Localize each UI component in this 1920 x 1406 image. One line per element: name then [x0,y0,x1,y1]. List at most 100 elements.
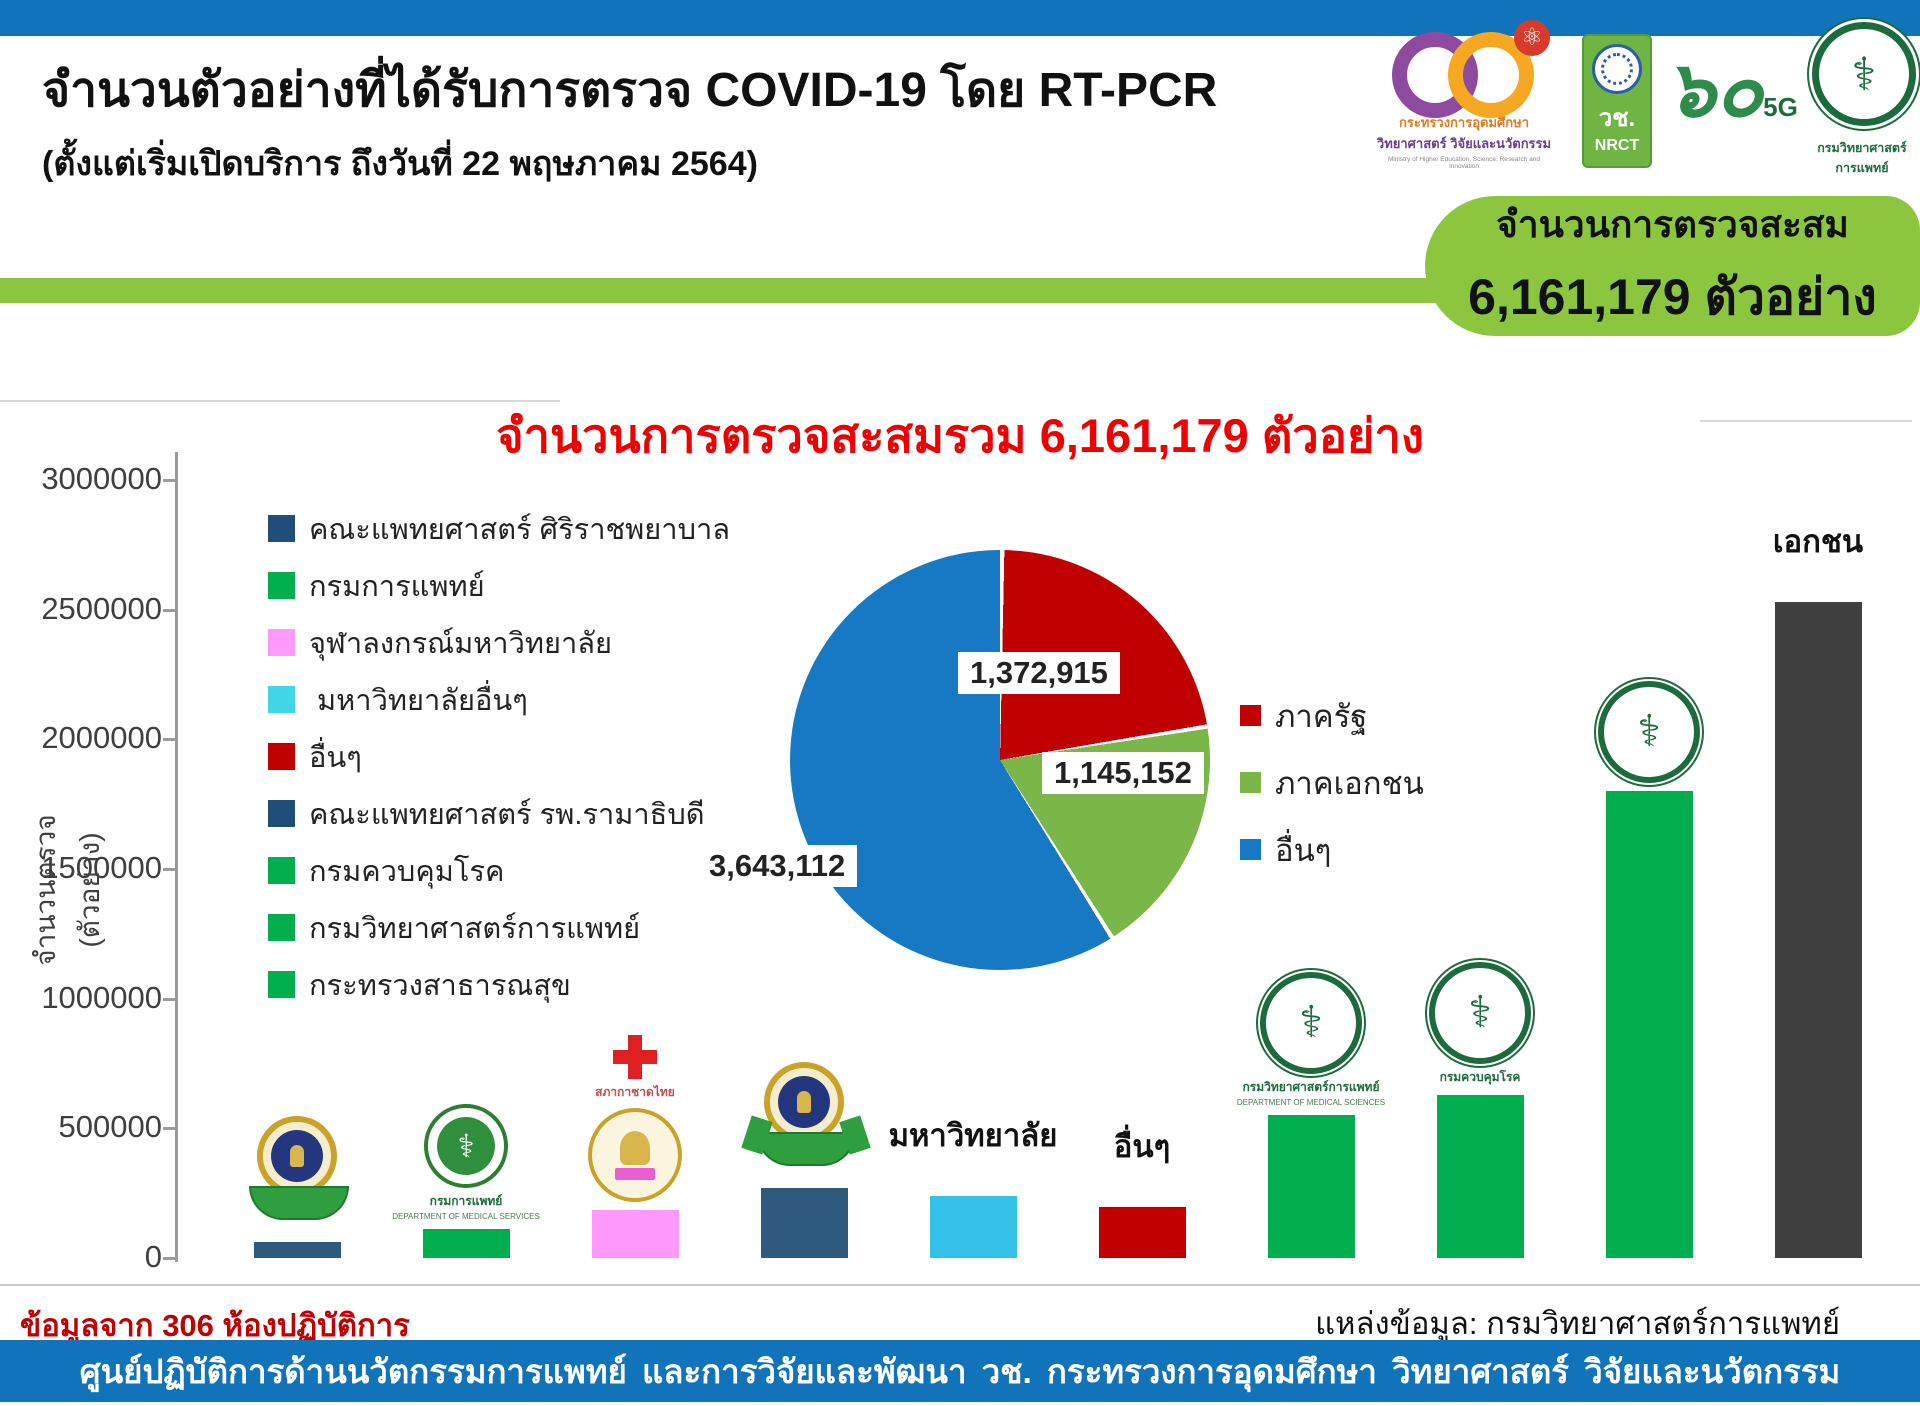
legend-item: อื่นๆ [268,728,730,785]
legend-label: กรมควบคุมโรค [309,855,505,888]
y-tick [163,1257,177,1260]
legend-item: กรมการแพทย์ [268,557,730,614]
bar-annotation: เอกชน [1708,516,1920,594]
legend-item: กรมควบคุมโรค [268,842,730,899]
y-tick [163,608,177,612]
legend-swatch-icon [268,515,295,542]
y-tick [163,738,177,742]
legend-item: คณะแพทยศาสตร์ ศิริราชพยาบาล [268,500,730,557]
y-axis-line [175,452,178,1262]
chart-border-left [0,400,560,402]
pie-legend-item: ภาคเอกชน [1240,749,1424,816]
dms-60th-5g-logo: ๖๐5G [1666,50,1806,128]
y-tick [163,479,177,482]
mahidol-seal-icon [249,1116,349,1234]
bar-6 [1099,1207,1186,1258]
bar-annotation: มหาวิทยาลัย [863,1110,1083,1188]
top-blue-bar [0,0,1920,36]
legend-item: คณะแพทยศาสตร์ รพ.รามาธิบดี [268,785,730,842]
y-tick-label: 1000000 [41,979,162,1015]
legend-label: กระทรวงสาธารณสุข [309,969,571,1002]
pie-label-government: 1,372,915 [958,652,1120,694]
mhesi-text-2: วิทยาศาสตร์ วิจัยและนวัตกรรม [1376,136,1552,151]
footer-bar: ศูนย์ปฏิบัติการด้านนวัตกรรมการแพทย์ และก… [0,1340,1920,1402]
bar-category-label: เอกชน [1772,524,1864,559]
mhesi-text-en: Ministry of Higher Education, Science, R… [1387,156,1541,170]
dms-logo-icon: ⚕ [424,1104,508,1188]
bar-10 [1775,602,1862,1258]
legend-swatch-icon [268,857,295,884]
footer-divider [0,1284,1920,1286]
page-title: จำนวนตัวอย่างที่ได้รับการตรวจ COVID-19 โ… [42,64,1218,117]
labs-count-note: ข้อมูลจาก 306 ห้องปฏิบัติการ [20,1308,410,1343]
nrct-en: NRCT [1594,137,1640,154]
bar-annotation [694,1062,914,1180]
moph-seal-icon: ⚕ [1429,962,1531,1064]
logo-caption-en: DEPARTMENT OF MEDICAL SCIENCES [1236,1098,1386,1107]
bar-2 [423,1229,510,1258]
5g-label: 5G [1763,92,1798,122]
red-cross-icon [613,1035,657,1079]
moph-seal-icon: ⚕ [1260,972,1362,1074]
pie-legend-swatch-icon [1240,705,1261,726]
pie-legend-item: อื่นๆ [1240,816,1424,883]
pie-legend-swatch-icon [1240,772,1261,793]
legend-item: กระทรวงสาธารณสุข [268,956,730,1013]
pie-label-private: 1,145,152 [1042,752,1204,794]
moph-caption: กรมวิทยาศาสตร์การแพทย์ [1817,141,1907,175]
cumulative-total-badge: จำนวนการตรวจสะสม 6,161,179 ตัวอย่าง [1425,196,1920,336]
nrct-thai: วช. [1598,105,1636,132]
legend-swatch-icon [268,743,295,770]
legend-label: กรมการแพทย์ [309,570,485,603]
legend-label: อื่นๆ [309,741,362,774]
legend-swatch-icon [268,629,295,656]
legend-label: กรมวิทยาศาสตร์การแพทย์ [309,912,641,945]
logo-caption: กรมวิทยาศาสตร์การแพทย์ [1242,1080,1380,1094]
logo-caption: กรมการแพทย์ [429,1194,503,1208]
red-cross-caption: สภากาชาดไทย [595,1085,675,1099]
bar-annotation: ⚕ กรมการแพทย์ DEPARTMENT OF MEDICAL SERVIC… [356,1104,576,1221]
badge-value: 6,161,179 ตัวอย่าง [1468,269,1877,325]
pie-legend-swatch-icon [1240,839,1261,860]
mhesi-infinity-icon: ⚛ [1374,20,1554,118]
legend-swatch-icon [268,686,295,713]
moph-seal-icon: ⚕ [1812,22,1916,126]
bar-9 [1606,791,1693,1258]
pie-legend: ภาครัฐภาคเอกชนอื่นๆ [1240,682,1424,883]
legend-swatch-icon [268,971,295,998]
green-divider-band [0,278,1500,303]
legend-swatch-icon [268,914,295,941]
moph-seal-icon: ⚕ [1598,681,1700,783]
pie-legend-label: อื่นๆ [1275,832,1332,868]
bar-5 [930,1196,1017,1258]
bar-annotation: ⚕ กรมควบคุมโรค [1370,962,1590,1087]
bar-category-label: มหาวิทยาลัย [888,1118,1058,1153]
pie-legend-item: ภาครัฐ [1240,682,1424,749]
legend-label: คณะแพทยศาสตร์ รพ.รามาธิบดี [309,798,705,831]
y-tick-label: 3000000 [41,461,162,496]
legend-swatch-icon [268,800,295,827]
bar-1 [254,1242,341,1258]
legend-swatch-icon [268,572,295,599]
legend-label: คณะแพทยศาสตร์ ศิริราชพยาบาล [309,513,731,546]
atom-icon: ⚛ [1514,20,1550,56]
chula-seal-icon [588,1108,682,1202]
y-tick [163,1127,177,1131]
thai-numeral-60: ๖๐ [1666,45,1764,133]
mhesi-text-1: กระทรวงการอุดมศึกษา [1399,115,1529,130]
pie-legend-label: ภาคเอกชน [1275,765,1424,801]
mhesi-logo: ⚛ กระทรวงการอุดมศึกษา วิทยาศาสตร์ วิจัยแ… [1374,20,1554,170]
bar-annotation: ⚕ [1539,681,1759,783]
ramathibodi-seal-icon [756,1062,856,1180]
bar-4 [761,1188,848,1258]
bar-annotation: ⚕ กรมวิทยาศาสตร์การแพทย์ DEPARTMENT OF MED… [1201,972,1421,1107]
logo-caption: กรมควบคุมโรค [1439,1070,1521,1084]
legend-item: จุฬาลงกรณ์มหาวิทยาลัย [268,614,730,671]
nrct-logo: วช. NRCT [1582,34,1652,168]
y-tick [163,868,177,871]
data-source-note: แหล่งข้อมูล: กรมวิทยาศาสตร์การแพทย์ [1315,1306,1840,1341]
bar-7 [1268,1115,1355,1258]
legend-item: กรมวิทยาศาสตร์การแพทย์ [268,899,730,956]
legend-label: จุฬาลงกรณ์มหาวิทยาลัย [309,627,613,660]
